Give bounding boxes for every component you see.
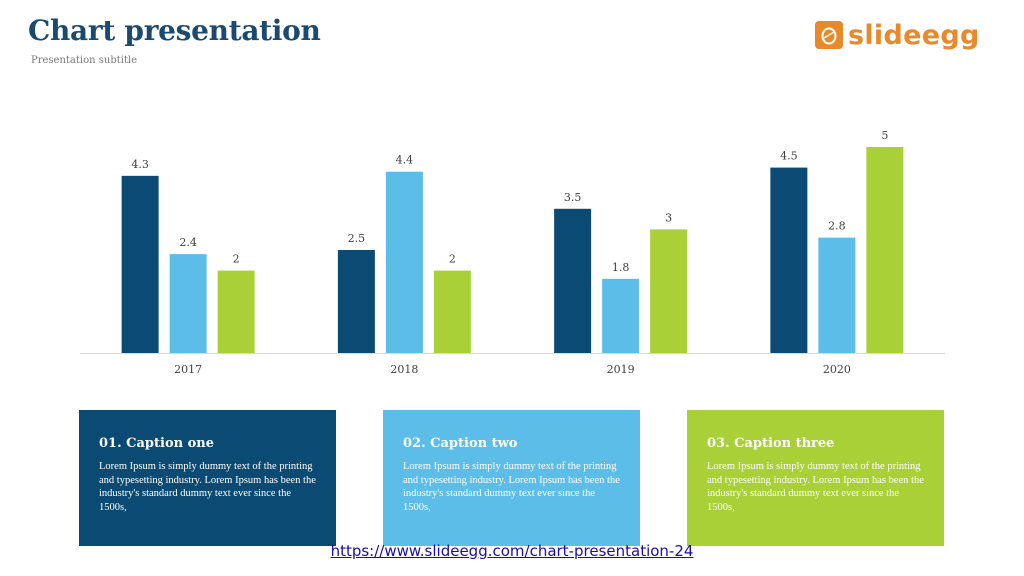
brand-logo: slideegg [815, 17, 980, 53]
data-label: 4.3 [131, 158, 149, 171]
caption-card-two: 02. Caption two Lorem Ipsum is simply du… [383, 410, 640, 546]
bar-2019-series-2 [602, 278, 640, 353]
caption-title: 01. Caption one [99, 436, 214, 451]
bar-2020-series-3 [866, 147, 904, 353]
caption-title: 02. Caption two [403, 436, 518, 451]
bar-2017-series-1 [121, 175, 159, 353]
x-tick-label: 2017 [174, 363, 202, 376]
data-label: 5 [881, 129, 888, 142]
data-label: 3.5 [564, 191, 582, 204]
bar-2019-series-3 [650, 229, 688, 353]
data-label: 2.8 [828, 220, 846, 233]
bar-2019-series-1 [554, 208, 592, 353]
data-label: 2.4 [179, 236, 197, 249]
caption-text: Lorem Ipsum is simply dummy text of the … [707, 461, 924, 513]
page-title: Chart presentation [28, 14, 321, 47]
data-label: 1.8 [612, 261, 630, 274]
data-label: 4.4 [396, 154, 414, 167]
data-label: 3 [665, 211, 672, 224]
data-label: 2 [233, 253, 240, 266]
x-tick-label: 2020 [823, 363, 851, 376]
x-tick-label: 2019 [607, 363, 635, 376]
data-label: 2.5 [348, 232, 366, 245]
page-subtitle: Presentation subtitle [31, 55, 138, 66]
data-label: 2 [449, 253, 456, 266]
bar-2018-series-1 [337, 250, 375, 353]
caption-text: Lorem Ipsum is simply dummy text of the … [403, 461, 620, 513]
data-label: 4.5 [780, 150, 798, 163]
bar-chart: 4.3 2.4 2 2017 2.5 4.4 2 2018 3.5 1.8 3 2019 4.5 2.8 5… [80, 129, 945, 376]
bar-2018-series-3 [433, 270, 471, 353]
bar-2017-series-3 [217, 270, 255, 353]
bar-2017-series-2 [169, 254, 207, 353]
egg-logo-icon [815, 21, 843, 49]
bar-2020-series-2 [818, 237, 856, 353]
caption-card-one: 01. Caption one Lorem Ipsum is simply du… [79, 410, 336, 546]
caption-text: Lorem Ipsum is simply dummy text of the … [99, 461, 316, 513]
source-link[interactable]: https://www.slideegg.com/chart-presentat… [330, 542, 694, 560]
bar-2020-series-1 [770, 167, 808, 353]
logo-text: slideegg [848, 19, 980, 51]
bar-2018-series-2 [385, 171, 423, 353]
caption-card-three: 03. Caption three Lorem Ipsum is simply … [687, 410, 944, 546]
x-tick-label: 2018 [390, 363, 418, 376]
caption-title: 03. Caption three [707, 436, 835, 451]
